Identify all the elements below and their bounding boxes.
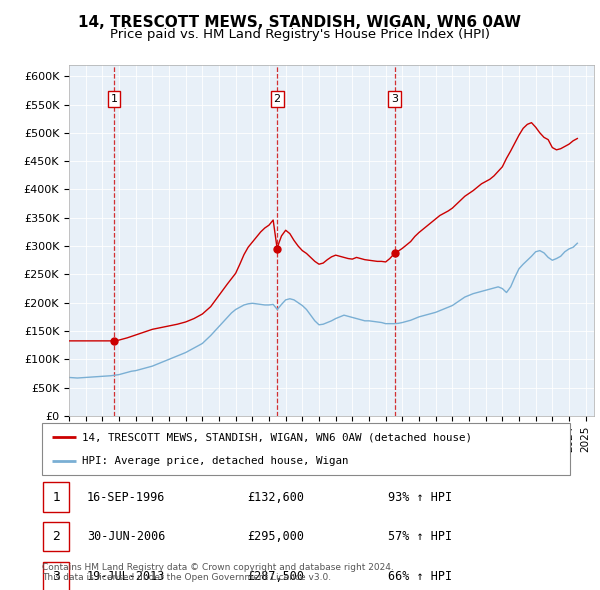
Text: 2: 2: [52, 530, 61, 543]
Text: £295,000: £295,000: [248, 530, 305, 543]
Text: HPI: Average price, detached house, Wigan: HPI: Average price, detached house, Wiga…: [82, 456, 348, 466]
Text: 3: 3: [52, 569, 61, 583]
Text: 66% ↑ HPI: 66% ↑ HPI: [388, 569, 452, 583]
Text: 19-JUL-2013: 19-JUL-2013: [87, 569, 165, 583]
Text: 2: 2: [274, 94, 281, 104]
Text: 1: 1: [110, 94, 118, 104]
Text: 3: 3: [391, 94, 398, 104]
Text: £287,500: £287,500: [248, 569, 305, 583]
Text: 93% ↑ HPI: 93% ↑ HPI: [388, 490, 452, 504]
Text: 14, TRESCOTT MEWS, STANDISH, WIGAN, WN6 0AW (detached house): 14, TRESCOTT MEWS, STANDISH, WIGAN, WN6 …: [82, 432, 472, 442]
Text: 16-SEP-1996: 16-SEP-1996: [87, 490, 165, 504]
Text: 14, TRESCOTT MEWS, STANDISH, WIGAN, WN6 0AW: 14, TRESCOTT MEWS, STANDISH, WIGAN, WN6 …: [79, 15, 521, 30]
Text: Contains HM Land Registry data © Crown copyright and database right 2024.
This d: Contains HM Land Registry data © Crown c…: [42, 563, 394, 582]
Text: £132,600: £132,600: [248, 490, 305, 504]
Text: 1: 1: [52, 490, 61, 504]
Text: Price paid vs. HM Land Registry's House Price Index (HPI): Price paid vs. HM Land Registry's House …: [110, 28, 490, 41]
Text: 57% ↑ HPI: 57% ↑ HPI: [388, 530, 452, 543]
Text: 30-JUN-2006: 30-JUN-2006: [87, 530, 165, 543]
